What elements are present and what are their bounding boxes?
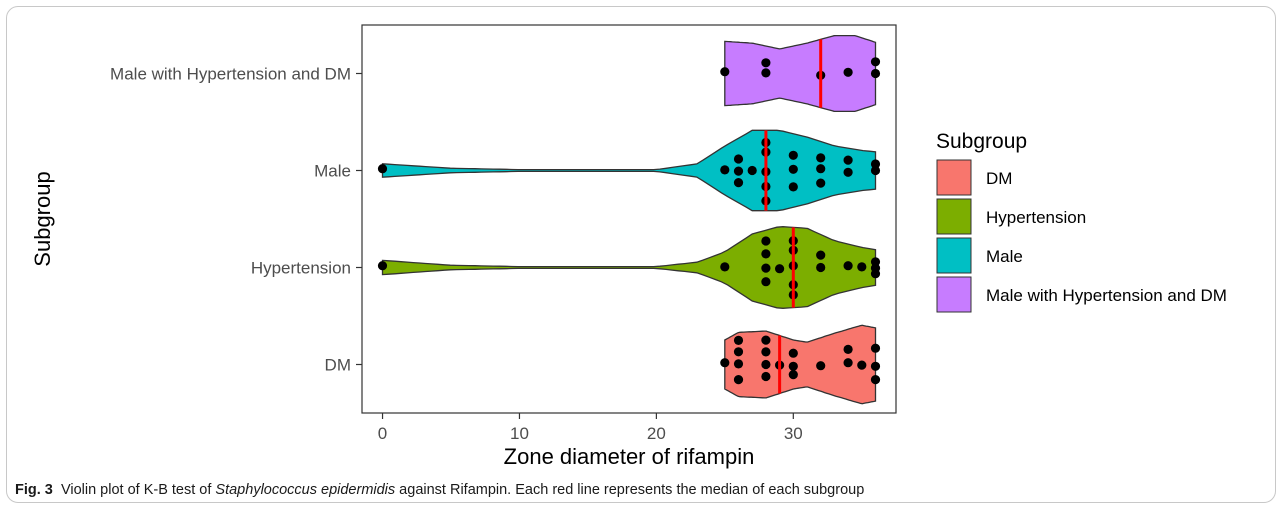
y-axis-title: Subgroup (30, 171, 55, 266)
y-axis: DM Hypertension Male Male with Hypertension… (110, 65, 362, 375)
data-point-male (720, 165, 730, 175)
data-point-hypertension (720, 262, 730, 272)
data-point-male (816, 178, 826, 188)
data-point-hypertension (843, 261, 853, 271)
data-point-hypertension (870, 257, 881, 267)
data-point-hypertension (761, 249, 771, 259)
figure-frame (6, 6, 1276, 503)
data-point-hypertension (761, 263, 771, 273)
data-point-dm (870, 343, 881, 353)
data-point-male (747, 165, 757, 176)
data-point-hypertension (816, 250, 826, 260)
data-point-dm (761, 335, 771, 345)
data-point-male (816, 164, 826, 174)
data-point-male (870, 159, 881, 169)
y-tick-label-male: Male (314, 162, 351, 181)
legend-label-dm: DM (986, 169, 1012, 188)
data-point-dm (857, 360, 867, 370)
data-point-male-with-hypertension-and-dm (870, 68, 881, 79)
data-point-dm (733, 359, 744, 369)
data-point-male (870, 165, 881, 176)
y-tick-label-dm: DM (325, 356, 351, 375)
legend-label-male: Male (986, 247, 1023, 266)
data-point-male (733, 154, 744, 164)
data-point-male (377, 164, 388, 174)
data-point-dm (761, 347, 771, 357)
data-point-dm (788, 361, 798, 371)
data-point-male-with-hypertension-and-dm (870, 57, 881, 67)
data-point-hypertension (857, 262, 867, 272)
legend-label-male-with-hypertension-and-dm: Male with Hypertension and DM (986, 286, 1227, 305)
y-tick-label-male-with-hypertension-and-dm: Male with Hypertension and DM (110, 65, 351, 84)
data-point-dm (720, 358, 730, 368)
data-point-dm (788, 348, 798, 358)
data-point-dm (733, 347, 744, 357)
data-point-dm (843, 344, 853, 354)
data-point-dm (816, 361, 826, 371)
legend-swatch-male (936, 237, 972, 274)
x-tick-label-30: 30 (784, 424, 803, 443)
data-point-dm (761, 371, 771, 382)
data-point-hypertension (377, 261, 388, 271)
data-point-male-with-hypertension-and-dm (761, 58, 771, 68)
x-axis-title: Zone diameter of rifampin (504, 444, 755, 469)
caption-species: Staphylococcus epidermidis (215, 482, 396, 498)
data-point-dm (733, 375, 744, 385)
data-point-hypertension (761, 277, 771, 287)
data-point-male (843, 155, 853, 165)
data-point-male-with-hypertension-and-dm (761, 68, 771, 78)
data-point-hypertension (761, 236, 771, 246)
data-point-male (816, 153, 826, 163)
figure-caption: Fig. 3 Violin plot of K-B test of Staphy… (15, 482, 1265, 498)
data-point-male (733, 166, 744, 176)
legend-title: Subgroup (936, 130, 1027, 153)
data-point-dm (788, 370, 798, 380)
data-point-hypertension (816, 262, 826, 273)
data-point-dm (870, 361, 881, 371)
violin-male-with-hypertension-and-dm (724, 34, 877, 113)
data-point-hypertension (775, 264, 785, 274)
x-tick-label-20: 20 (647, 424, 666, 443)
data-point-dm (870, 375, 881, 385)
x-tick-label-10: 10 (510, 424, 529, 443)
data-point-male (733, 178, 744, 188)
data-point-male (843, 167, 853, 177)
data-point-male-with-hypertension-and-dm (720, 67, 730, 77)
data-point-hypertension (870, 269, 881, 279)
data-point-male (788, 164, 798, 174)
data-point-male (788, 150, 798, 160)
legend-swatch-dm (936, 159, 972, 196)
violin-hypertension (381, 226, 877, 309)
violins-layer (377, 34, 881, 405)
caption-text-after: against Rifampin. Each red line represen… (395, 482, 865, 498)
data-point-male-with-hypertension-and-dm (843, 67, 853, 77)
caption-text-before: Violin plot of K-B test of (60, 482, 216, 498)
data-point-dm (761, 359, 771, 370)
x-axis: 0 10 20 30 (378, 413, 803, 443)
data-point-dm (843, 358, 853, 368)
legend: Subgroup DM Hypertension Male Male with Hype… (936, 130, 1227, 313)
violin-dm (724, 324, 877, 405)
data-point-dm (733, 335, 744, 345)
legend-swatch-hypertension (936, 198, 972, 235)
violin-male (381, 129, 877, 212)
legend-swatch-male-with-hypertension-and-dm (936, 276, 972, 313)
y-tick-label-hypertension: Hypertension (251, 259, 351, 278)
x-tick-label-0: 0 (378, 424, 387, 443)
legend-label-hypertension: Hypertension (986, 208, 1086, 227)
plot-panel-border (361, 24, 897, 414)
caption-figure-label: Fig. 3 (15, 482, 53, 498)
data-point-male (788, 182, 798, 192)
violin-chart: DM Hypertension Male Male with Hypertension… (30, 24, 1227, 469)
